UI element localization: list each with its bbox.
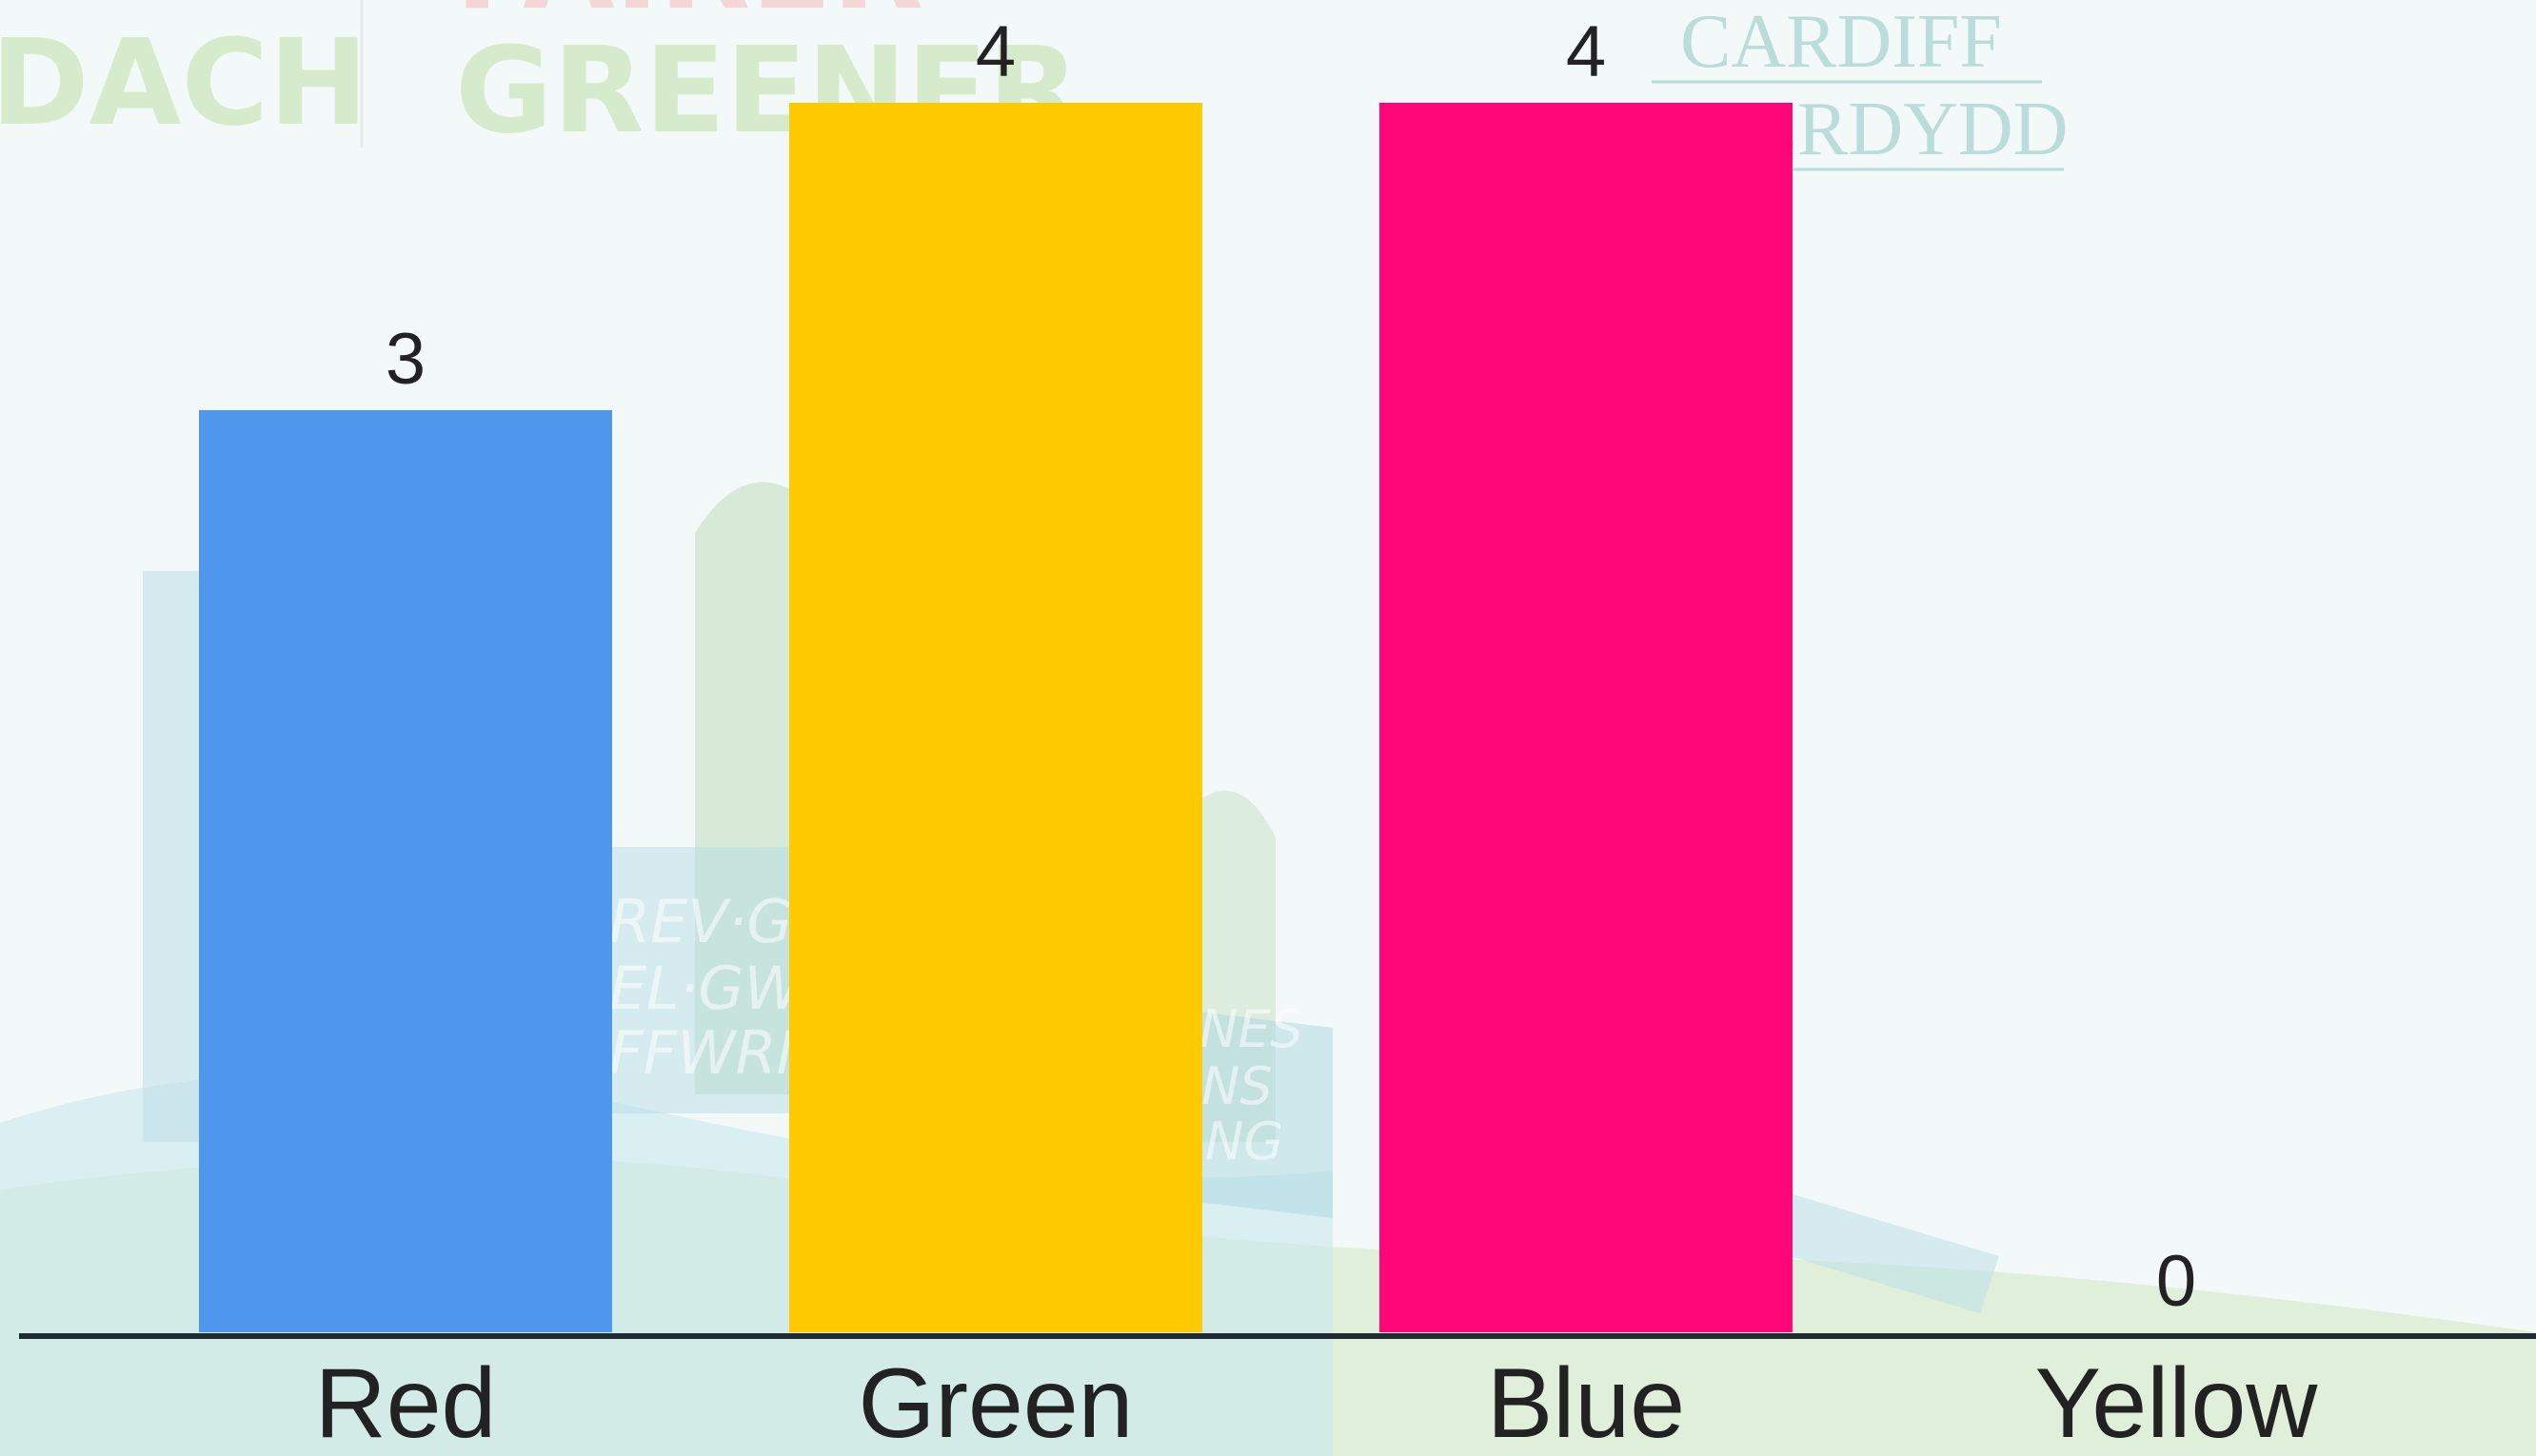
value-label-green: 4 <box>976 11 1016 92</box>
bar-green <box>789 103 1202 1332</box>
sign2-line-2: NS <box>1201 1056 1273 1116</box>
category-label-blue: Blue <box>1487 1348 1685 1456</box>
sign2-line-3: NG <box>1205 1112 1283 1171</box>
value-label-red: 3 <box>386 319 426 400</box>
value-label-yellow: 0 <box>2156 1241 2196 1322</box>
value-label-blue: 4 <box>1566 11 1606 92</box>
sign2-line-1: NES <box>1199 999 1303 1059</box>
bar-blue <box>1379 103 1793 1332</box>
category-label-green: Green <box>858 1348 1133 1456</box>
category-label-red: Red <box>315 1348 497 1456</box>
sign-line-3: FFWRN <box>609 1018 821 1088</box>
bar-red <box>199 410 612 1332</box>
logo-line-1: CARDIFF <box>1680 0 2002 84</box>
wordmark-left: DACH <box>0 14 368 152</box>
category-label-yellow: Yellow <box>2035 1348 2319 1456</box>
